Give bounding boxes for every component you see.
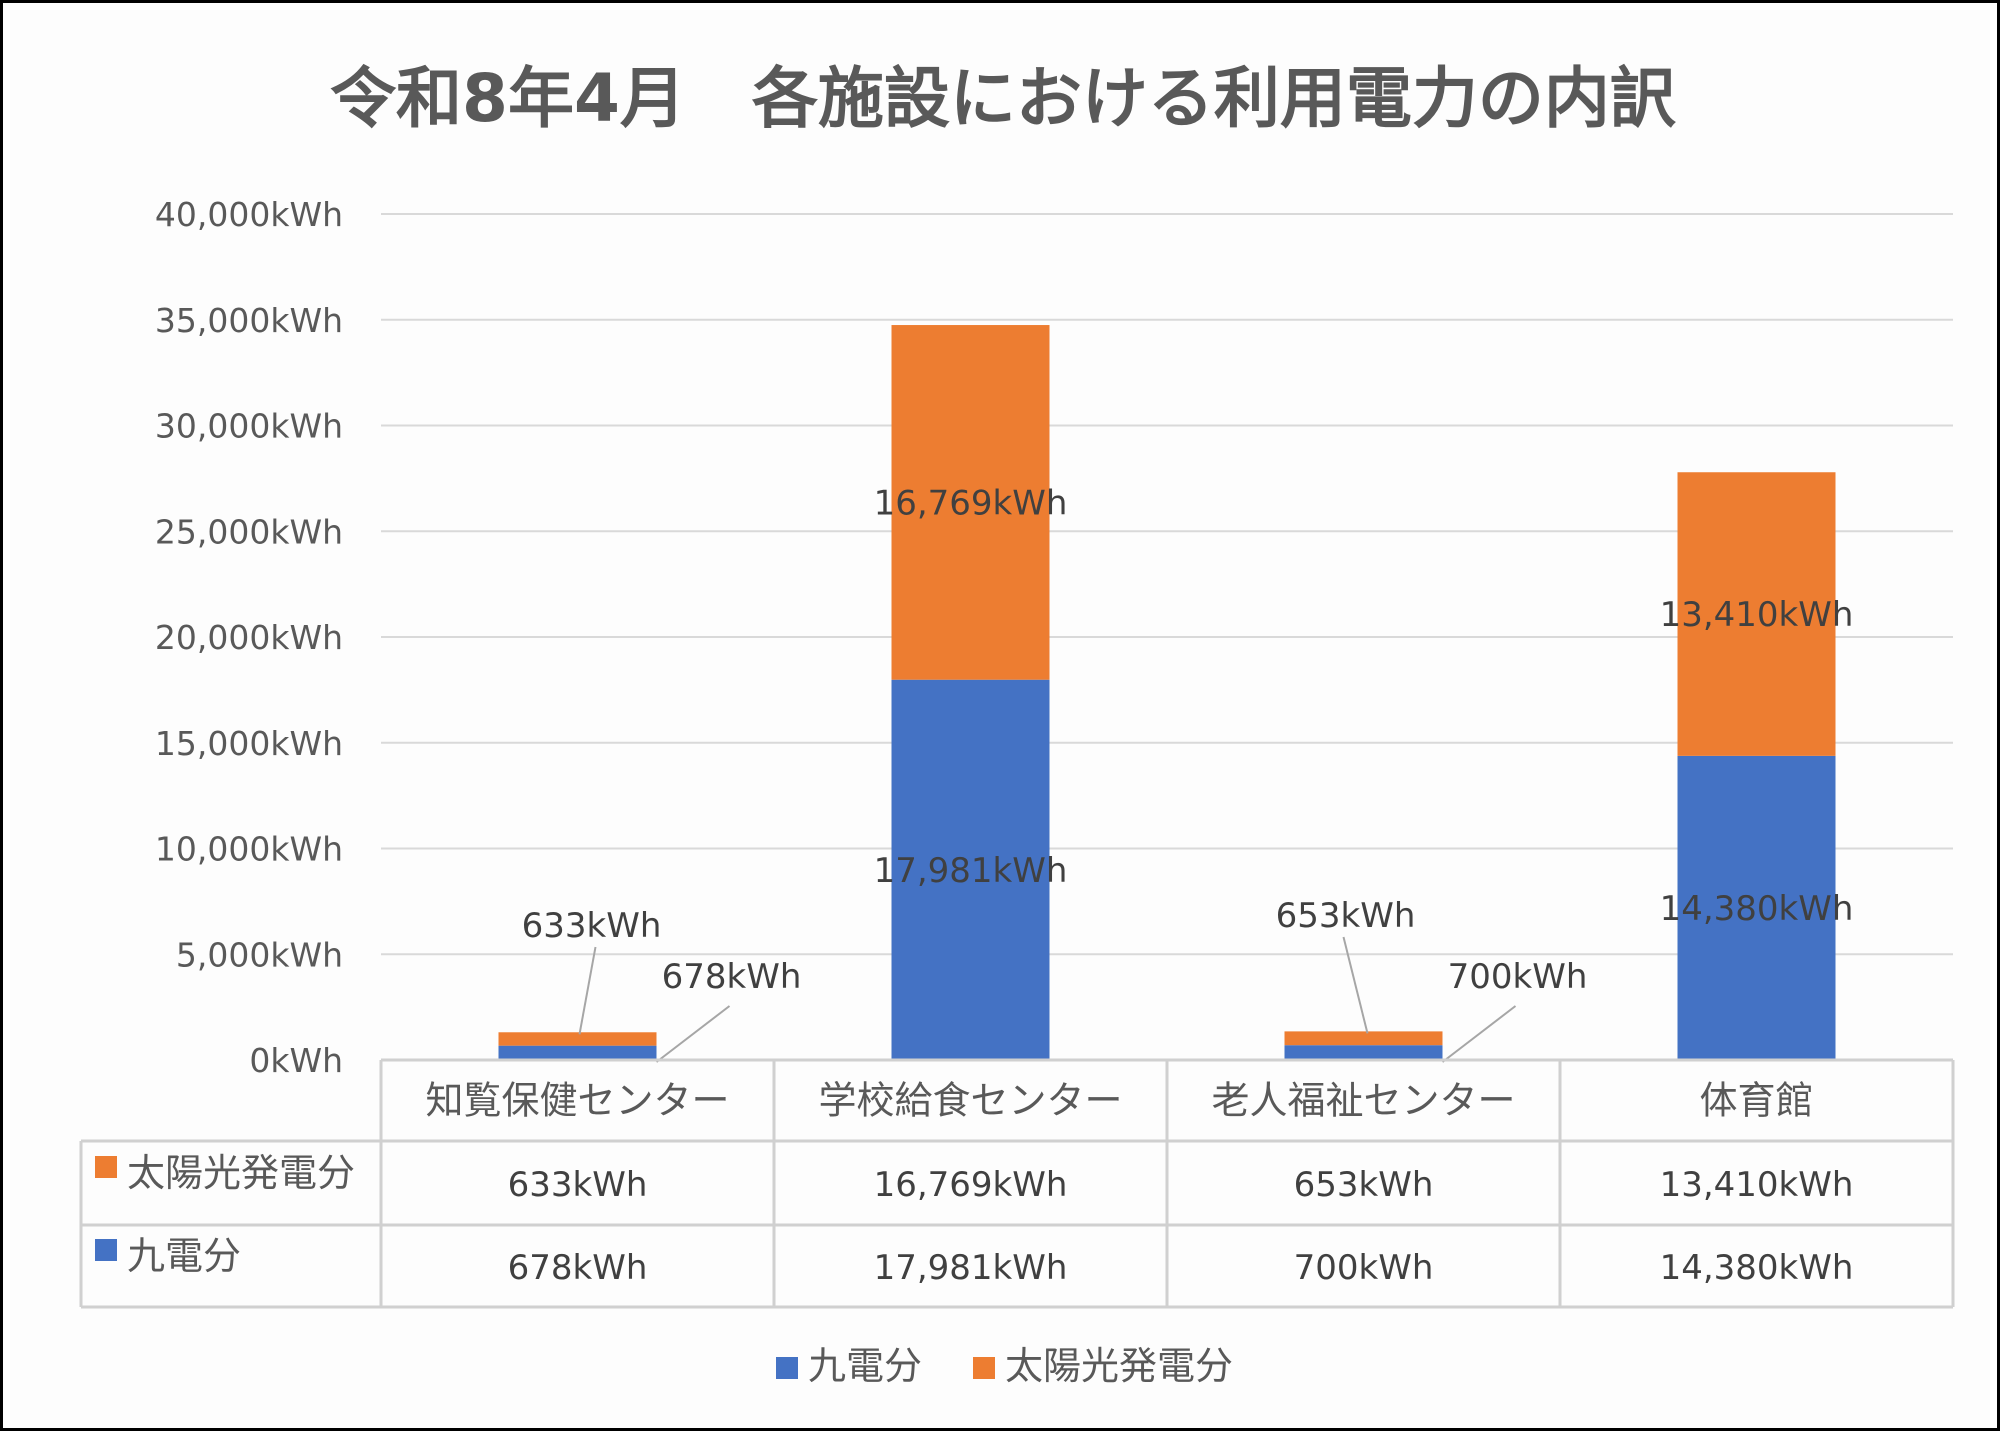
bar-segment-solar <box>1677 472 1836 756</box>
category-label: 学校給食センター <box>818 1079 1122 1123</box>
bars <box>498 325 1836 1060</box>
data-label: 678kWh <box>662 957 802 997</box>
table-cell: 653kWh <box>1294 1165 1434 1205</box>
data-label: 14,380kWh <box>1660 889 1854 929</box>
legend: 九電分 太陽光発電分 <box>776 1344 1233 1388</box>
category-label: 老人福祉センター <box>1211 1079 1515 1123</box>
y-tick-label: 20,000kWh <box>155 618 343 657</box>
bar-segment-kyuden <box>1284 1045 1443 1060</box>
y-tick-label: 5,000kWh <box>176 935 343 974</box>
category-label: 体育館 <box>1699 1079 1813 1123</box>
data-label: 13,410kWh <box>1660 595 1854 635</box>
leader-line <box>1342 936 1369 1034</box>
data-label: 17,981kWh <box>874 851 1068 891</box>
bar-segment-solar <box>1284 1031 1443 1046</box>
table-row-header: 九電分 <box>127 1234 241 1278</box>
legend-label: 太陽光発電分 <box>1005 1344 1233 1388</box>
data-label: 633kWh <box>522 906 662 946</box>
y-tick-label: 10,000kWh <box>155 830 343 869</box>
legend-key <box>776 1357 798 1379</box>
table-cell: 13,410kWh <box>1660 1165 1854 1205</box>
legend-key <box>973 1357 995 1379</box>
y-tick-label: 15,000kWh <box>155 724 343 763</box>
table-cell: 17,981kWh <box>874 1248 1068 1288</box>
bar-segment-solar <box>891 325 1050 680</box>
y-tick-label: 25,000kWh <box>155 512 343 551</box>
leader-line <box>578 946 597 1035</box>
y-tick-label: 35,000kWh <box>155 301 343 340</box>
table-cell: 633kWh <box>508 1165 648 1205</box>
table-row-header: 太陽光発電分 <box>127 1151 355 1195</box>
y-tick-label: 30,000kWh <box>155 407 343 446</box>
data-label: 16,769kWh <box>874 483 1068 523</box>
table-legend-key <box>95 1156 117 1178</box>
gridlines: 0kWh 5,000kWh 10,000kWh 15,000kWh 20,000kWh 2… <box>155 195 1953 1080</box>
legend-label: 九電分 <box>808 1344 922 1388</box>
chart-title: 令和8年4月 各施設における利用電力の内訳 <box>330 60 1677 137</box>
bar-segment-kyuden <box>1677 755 1836 1060</box>
leader-line <box>655 1005 731 1063</box>
table-cell: 700kWh <box>1294 1248 1434 1288</box>
bar-segment-kyuden <box>498 1045 657 1060</box>
table-cell: 678kWh <box>508 1248 648 1288</box>
table-legend-key <box>95 1239 117 1261</box>
data-labels: 17,981kWh 16,769kWh 14,380kWh 13,410kWh 633k… <box>522 483 1854 1063</box>
y-tick-label: 40,000kWh <box>155 195 343 234</box>
y-tick-label: 0kWh <box>249 1041 343 1080</box>
table-cell: 14,380kWh <box>1660 1248 1854 1288</box>
bar-segment-solar <box>498 1032 657 1046</box>
leader-line <box>1441 1005 1517 1063</box>
table-cell: 16,769kWh <box>874 1165 1068 1205</box>
data-label: 653kWh <box>1276 896 1416 936</box>
category-label: 知覧保健センター <box>425 1079 729 1123</box>
data-label: 700kWh <box>1448 957 1588 997</box>
bar-segment-kyuden <box>891 679 1050 1060</box>
stacked-bar-chart: 令和8年4月 各施設における利用電力の内訳 0kWh 5,000kWh 10,000… <box>79 60 1955 1388</box>
